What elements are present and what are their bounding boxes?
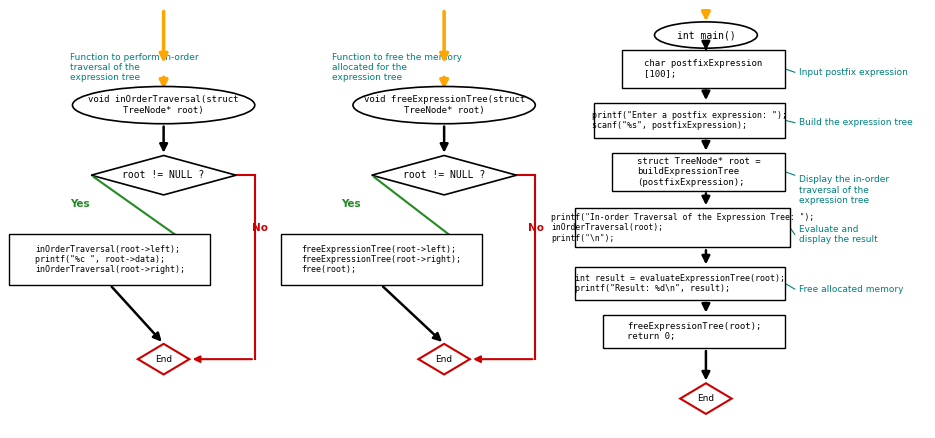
Text: int result = evaluateExpressionTree(root);
printf("Result: %d\n", result);: int result = evaluateExpressionTree(root… <box>575 274 785 293</box>
Text: Build the expression tree: Build the expression tree <box>799 118 913 127</box>
Text: int main(): int main() <box>677 30 735 40</box>
Text: freeExpressionTree(root->left);
freeExpressionTree(root->right);
free(root);: freeExpressionTree(root->left); freeExpr… <box>301 244 461 275</box>
Text: No: No <box>528 223 544 233</box>
Text: End: End <box>698 394 714 403</box>
Text: printf("In-order Traversal of the Expression Tree: ");
inOrderTraversal(root);
p: printf("In-order Traversal of the Expres… <box>551 213 814 243</box>
Ellipse shape <box>353 87 535 124</box>
Text: Input postfix expression: Input postfix expression <box>799 68 908 77</box>
Text: Free allocated memory: Free allocated memory <box>799 285 904 293</box>
Polygon shape <box>91 155 236 195</box>
FancyBboxPatch shape <box>603 315 785 348</box>
Ellipse shape <box>654 22 757 48</box>
Text: inOrderTraversal(root->left);
printf("%c ", root->data);
inOrderTraversal(root->: inOrderTraversal(root->left); printf("%c… <box>35 244 185 275</box>
Polygon shape <box>138 344 189 374</box>
Polygon shape <box>418 344 469 374</box>
Text: Display the in-order
traversal of the
expression tree: Display the in-order traversal of the ex… <box>799 175 889 205</box>
Text: End: End <box>436 355 453 364</box>
Ellipse shape <box>73 87 254 124</box>
FancyBboxPatch shape <box>575 267 785 300</box>
Polygon shape <box>681 383 731 414</box>
Text: Evaluate and
display the result: Evaluate and display the result <box>799 225 878 244</box>
FancyBboxPatch shape <box>9 234 210 285</box>
Text: char postfixExpression
[100];: char postfixExpression [100]; <box>644 59 763 79</box>
Text: Yes: Yes <box>341 199 361 208</box>
Text: Function to free the memory
allocated for the
expression tree: Function to free the memory allocated fo… <box>332 53 462 82</box>
FancyBboxPatch shape <box>280 234 482 285</box>
FancyBboxPatch shape <box>594 103 785 138</box>
Text: root != NULL ?: root != NULL ? <box>122 170 205 180</box>
FancyBboxPatch shape <box>612 153 785 191</box>
Text: void inOrderTraversal(struct
TreeNode* root): void inOrderTraversal(struct TreeNode* r… <box>89 95 238 115</box>
Polygon shape <box>371 155 516 195</box>
Text: Yes: Yes <box>70 199 90 208</box>
Text: End: End <box>155 355 172 364</box>
FancyBboxPatch shape <box>622 50 785 88</box>
Text: root != NULL ?: root != NULL ? <box>403 170 485 180</box>
Text: freeExpressionTree(root);
return 0;: freeExpressionTree(root); return 0; <box>627 322 761 342</box>
Text: Function to perform in-order
traversal of the
expression tree: Function to perform in-order traversal o… <box>70 53 199 82</box>
Text: printf("Enter a postfix expression: ");
scanf("%s", postfixExpression);: printf("Enter a postfix expression: "); … <box>592 111 787 130</box>
FancyBboxPatch shape <box>575 208 790 247</box>
Text: No: No <box>252 223 268 233</box>
Text: struct TreeNode* root =
buildExpressionTree
(postfixExpression);: struct TreeNode* root = buildExpressionT… <box>637 157 761 187</box>
Text: void freeExpressionTree(struct
TreeNode* root): void freeExpressionTree(struct TreeNode*… <box>364 95 525 115</box>
